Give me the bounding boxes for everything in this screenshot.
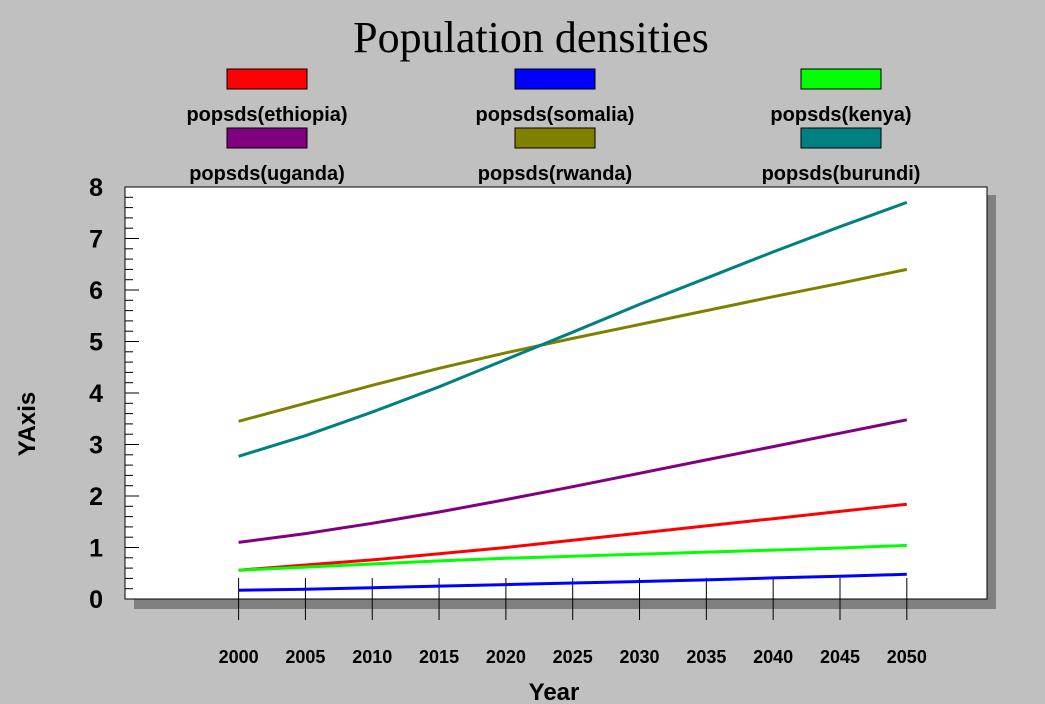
series-line-0 xyxy=(238,502,907,572)
legend-swatch-1 xyxy=(514,68,596,90)
y-axis-label: YAxis xyxy=(14,392,41,457)
legend-swatch-4 xyxy=(514,127,596,149)
series-line-1 xyxy=(238,572,907,592)
y-tick-label: 3 xyxy=(89,432,103,460)
series-line-5 xyxy=(238,200,908,458)
chart-title: Population densities xyxy=(353,13,709,62)
y-axis: 0 1 2 3 4 5 6 7 8 xyxy=(89,174,139,614)
x-tick-label: 2040 xyxy=(753,647,793,667)
plot-area xyxy=(124,186,988,600)
x-tick-label: 2005 xyxy=(285,647,325,667)
y-tick-label: 7 xyxy=(89,226,103,254)
x-tick-label: 2015 xyxy=(419,647,459,667)
y-tick-label: 4 xyxy=(89,380,103,408)
legend-swatch-3 xyxy=(226,127,308,149)
y-tick-label: 8 xyxy=(89,174,103,202)
legend-label-5: popsds(burundi) xyxy=(762,163,921,185)
legend-swatch-0 xyxy=(226,68,308,90)
x-tick-label: 2045 xyxy=(820,647,860,667)
y-tick-label: 1 xyxy=(89,535,103,563)
y-tick-label: 6 xyxy=(89,277,103,305)
series-line-2 xyxy=(238,543,907,572)
x-tick-label: 2000 xyxy=(219,647,259,667)
legend-label-2: popsds(kenya) xyxy=(770,104,911,126)
y-tick-label: 5 xyxy=(89,329,103,357)
series-line-4 xyxy=(238,267,908,423)
x-tick-label: 2010 xyxy=(352,647,392,667)
y-tick-label: 2 xyxy=(89,483,103,511)
legend-label-4: popsds(rwanda) xyxy=(478,163,632,185)
legend-label-1: popsds(somalia) xyxy=(476,104,635,126)
legend-label-0: popsds(ethiopia) xyxy=(186,104,347,126)
x-axis: 2000 2005 2010 2015 2020 2025 2030 2035 2040 2045… xyxy=(219,578,927,667)
legend-swatch-2 xyxy=(800,68,882,90)
series-line-3 xyxy=(238,418,908,544)
x-tick-label: 2035 xyxy=(686,647,726,667)
x-tick-label: 2025 xyxy=(553,647,593,667)
x-axis-label: Year xyxy=(529,679,580,704)
x-tick-label: 2020 xyxy=(486,647,526,667)
x-tick-label: 2030 xyxy=(620,647,660,667)
series-lines xyxy=(238,200,908,592)
y-tick-label: 0 xyxy=(89,586,103,614)
legend-swatch-5 xyxy=(800,127,882,149)
x-tick-label: 2050 xyxy=(887,647,927,667)
legend: popsds(ethiopia) popsds(somalia) popsds(ke… xyxy=(186,68,921,185)
legend-label-3: popsds(uganda) xyxy=(189,163,345,185)
